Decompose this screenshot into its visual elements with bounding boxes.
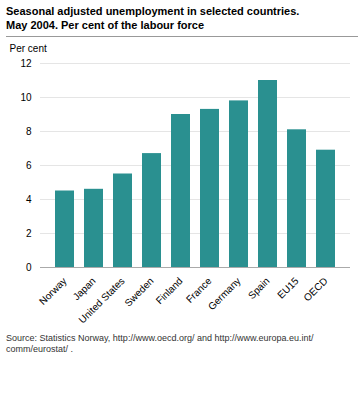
svg-text:Spain: Spain bbox=[246, 275, 272, 301]
svg-text:Finland: Finland bbox=[154, 275, 185, 306]
svg-text:Germany: Germany bbox=[206, 275, 243, 312]
html-text:Source: Statistics Norway, htt: Source: Statistics Norway, http://www.oe… bbox=[6, 333, 314, 354]
svg-text:4: 4 bbox=[26, 194, 32, 205]
svg-text:OECD: OECD bbox=[301, 275, 329, 303]
svg-text:2: 2 bbox=[26, 228, 32, 239]
svg-text:12: 12 bbox=[20, 58, 32, 69]
svg-text:France: France bbox=[183, 275, 214, 305]
svg-text:Sweden: Sweden bbox=[122, 275, 155, 308]
svg-text:0: 0 bbox=[26, 262, 32, 273]
html-text:Seasonal adjusted unemployment: Seasonal adjusted unemployment in select… bbox=[6, 5, 300, 17]
svg-text:Norway: Norway bbox=[37, 275, 69, 307]
svg-text:Per cent: Per cent bbox=[10, 43, 47, 54]
svg-text:10: 10 bbox=[20, 92, 32, 103]
svg-text:Japan: Japan bbox=[71, 275, 98, 302]
html-text:May 2004. Per cent of the labo: May 2004. Per cent of the labour force bbox=[6, 19, 205, 31]
svg-text:8: 8 bbox=[26, 126, 32, 137]
svg-text:6: 6 bbox=[26, 160, 32, 171]
svg-text:United States: United States bbox=[76, 275, 126, 325]
svg-text:EU15: EU15 bbox=[275, 275, 301, 301]
